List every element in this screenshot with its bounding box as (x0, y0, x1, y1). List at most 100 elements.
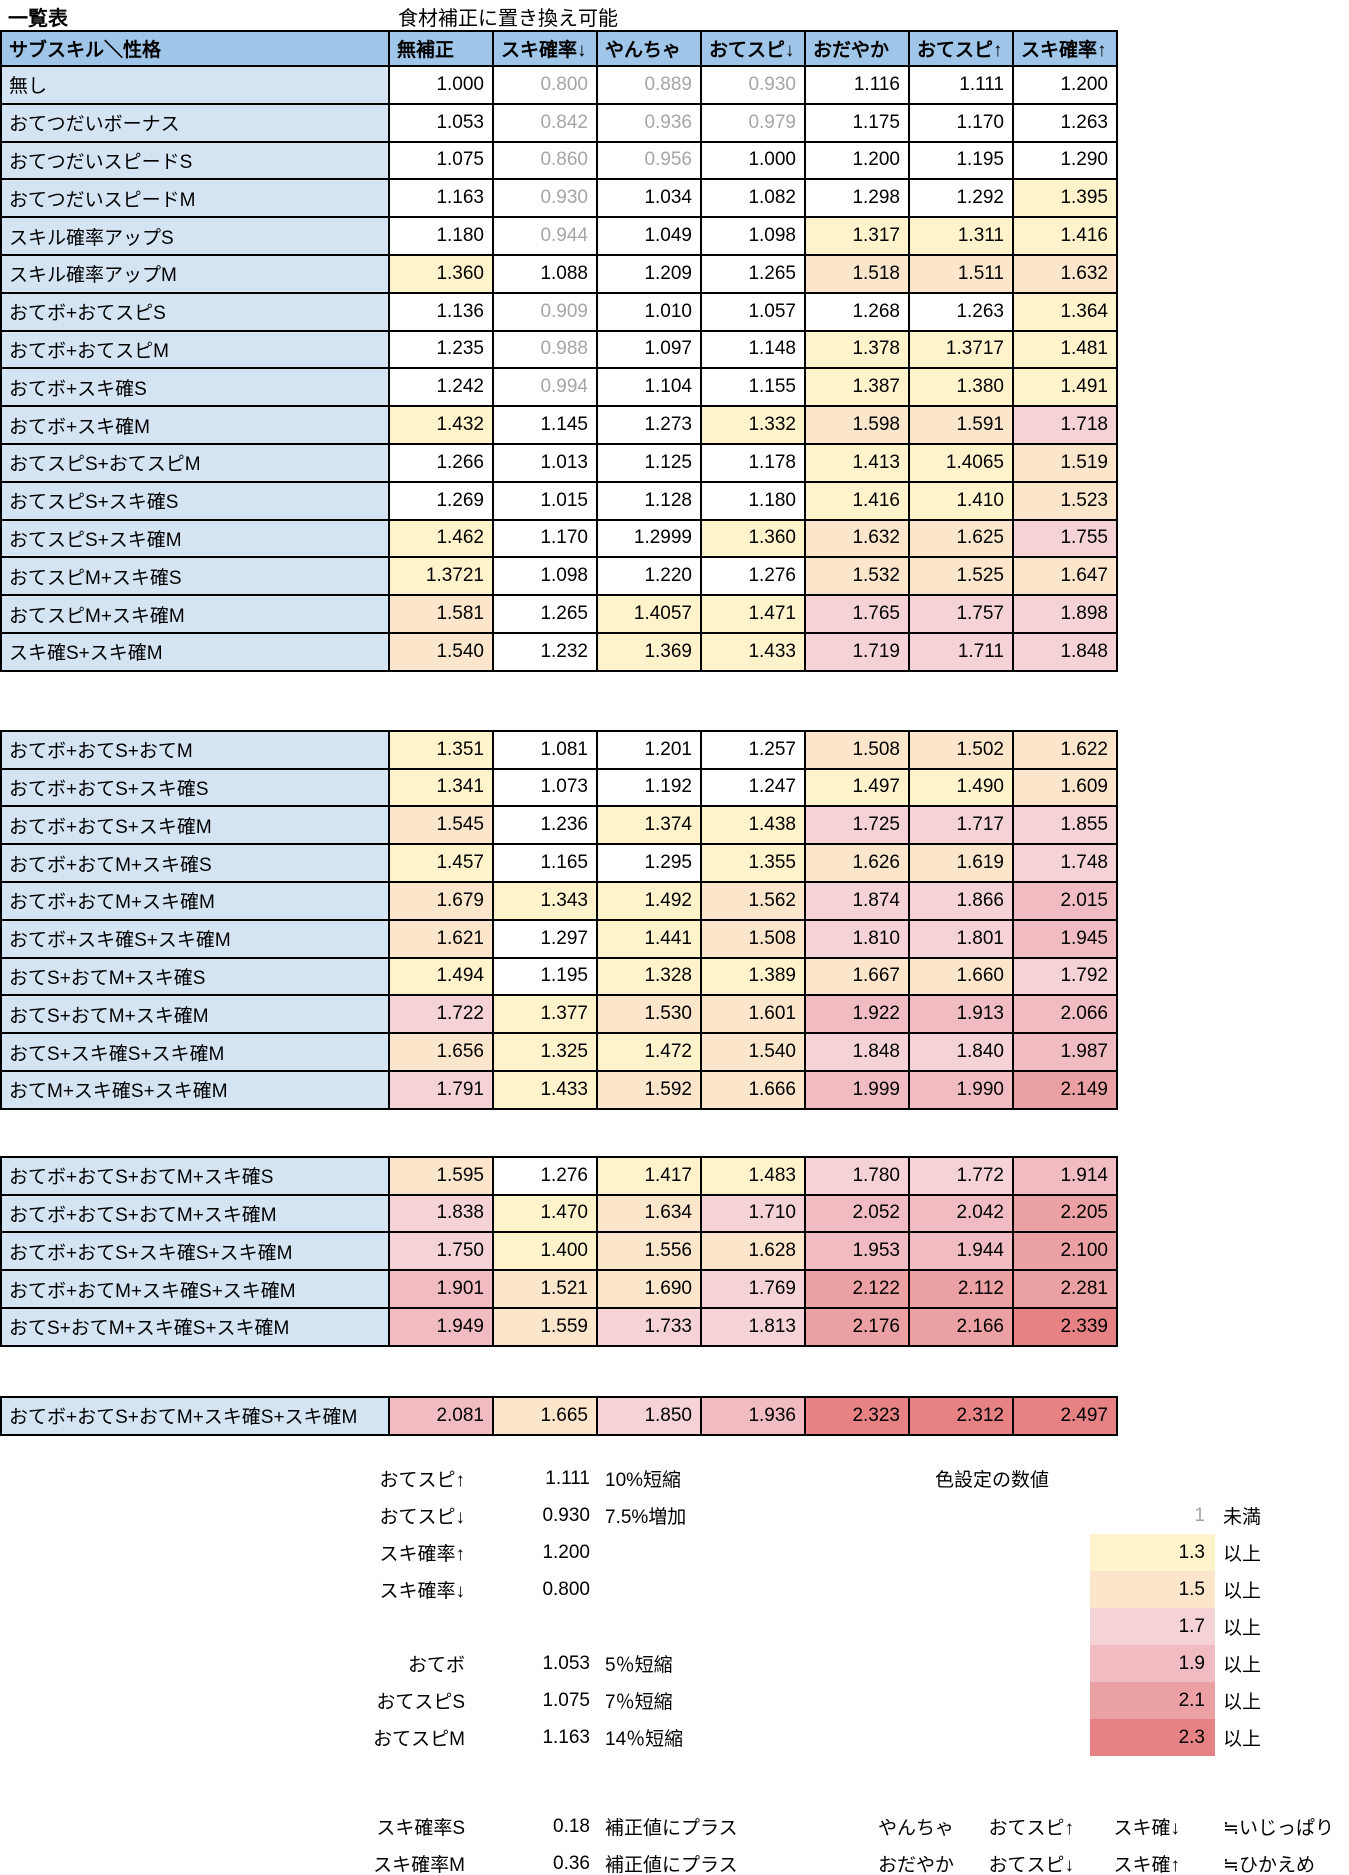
value-cell[interactable]: 1.104 (598, 369, 702, 408)
value-cell[interactable]: 1.472 (598, 1034, 702, 1072)
row-label-cell[interactable]: おてボ+おてS+おてM+スキ確S (0, 1157, 390, 1196)
value-cell[interactable]: 1.987 (1014, 1034, 1118, 1072)
nature-note-cell[interactable]: スキ確↑ (1113, 1855, 1180, 1875)
value-cell[interactable]: 1.490 (910, 769, 1014, 808)
value-cell[interactable]: 1.416 (1014, 218, 1118, 256)
column-header-cell[interactable]: おてスピ↓ (702, 32, 806, 67)
value-cell[interactable]: 1.257 (702, 731, 806, 770)
value-cell[interactable]: 2.100 (1014, 1233, 1118, 1272)
row-label-cell[interactable]: スキル確率アップS (0, 218, 390, 256)
value-cell[interactable]: 1.247 (702, 769, 806, 808)
value-cell[interactable]: 1.178 (702, 444, 806, 483)
value-cell[interactable]: 1.772 (910, 1157, 1014, 1196)
value-cell[interactable]: 1.378 (806, 331, 910, 370)
value-cell[interactable]: 0.936 (598, 104, 702, 143)
value-cell[interactable]: 1.632 (806, 520, 910, 559)
value-cell[interactable]: 1.595 (390, 1157, 494, 1196)
value-cell[interactable]: 1.010 (598, 293, 702, 332)
nature-note-cell[interactable]: スキ確↓ (1113, 1818, 1180, 1839)
value-cell[interactable]: 1.581 (390, 596, 494, 634)
value-cell[interactable]: 1.013 (494, 444, 598, 483)
value-cell[interactable]: 1.757 (910, 596, 1014, 634)
value-cell[interactable]: 1.433 (494, 1071, 598, 1110)
value-cell[interactable]: 1.145 (494, 407, 598, 445)
legend-value[interactable]: 0.800 (542, 1578, 590, 1600)
value-cell[interactable]: 1.268 (806, 293, 910, 332)
value-cell[interactable]: 1.556 (598, 1233, 702, 1272)
value-cell[interactable]: 1.810 (806, 920, 910, 959)
value-cell[interactable]: 1.621 (390, 920, 494, 959)
value-cell[interactable]: 1.098 (494, 558, 598, 597)
color-legend-title[interactable]: 色設定の数値 (935, 1470, 1050, 1491)
legend-note[interactable]: 補正値にプラス (605, 1818, 738, 1839)
row-label-cell[interactable]: おてつだいスピードS (0, 142, 390, 181)
value-cell[interactable]: 1.922 (806, 996, 910, 1035)
value-cell[interactable]: 1.317 (806, 218, 910, 256)
value-cell[interactable]: 1.508 (702, 920, 806, 959)
color-legend-threshold-label[interactable]: 以上 (1223, 1692, 1262, 1713)
value-cell[interactable]: 1.364 (1014, 293, 1118, 332)
legend-value[interactable]: 0.18 (553, 1815, 590, 1837)
value-cell[interactable]: 1.647 (1014, 558, 1118, 597)
legend-value[interactable]: 0.36 (553, 1852, 590, 1874)
value-cell[interactable]: 1.295 (598, 845, 702, 883)
legend-label[interactable]: スキ確率M (373, 1855, 465, 1875)
value-cell[interactable]: 1.165 (494, 845, 598, 883)
value-cell[interactable]: 1.492 (598, 882, 702, 921)
value-cell[interactable]: 1.389 (702, 958, 806, 997)
legend-label[interactable]: おてスピ↓ (379, 1507, 465, 1528)
value-cell[interactable]: 1.088 (494, 255, 598, 294)
value-cell[interactable]: 1.360 (390, 255, 494, 294)
value-cell[interactable]: 1.755 (1014, 520, 1118, 559)
row-label-cell[interactable]: おてボ+おてM+スキ確M (0, 882, 390, 921)
legend-value[interactable]: 1.053 (542, 1652, 590, 1674)
subtitle-note[interactable]: 食材補正に置き換え可能 (398, 8, 618, 30)
value-cell[interactable]: 1.769 (702, 1271, 806, 1309)
row-label-cell[interactable]: おてつだいスピードM (0, 180, 390, 219)
value-cell[interactable]: 1.690 (598, 1271, 702, 1309)
value-cell[interactable]: 1.502 (910, 731, 1014, 770)
value-cell[interactable]: 1.410 (910, 482, 1014, 521)
row-label-cell[interactable]: おてボ+おてS+スキ確S (0, 769, 390, 808)
value-cell[interactable]: 1.000 (702, 142, 806, 181)
value-cell[interactable]: 1.838 (390, 1195, 494, 1234)
value-cell[interactable]: 1.170 (494, 520, 598, 559)
value-cell[interactable]: 1.374 (598, 807, 702, 846)
value-cell[interactable]: 1.201 (598, 731, 702, 770)
row-label-cell[interactable]: おてスピS+おてスピM (0, 444, 390, 483)
color-legend-threshold-label[interactable]: 未満 (1223, 1507, 1262, 1528)
color-legend-swatch[interactable]: 1.9 (1090, 1645, 1215, 1682)
value-cell[interactable]: 1.351 (390, 731, 494, 770)
value-cell[interactable]: 1.625 (910, 520, 1014, 559)
value-cell[interactable]: 1.155 (702, 369, 806, 408)
value-cell[interactable]: 1.667 (806, 958, 910, 997)
value-cell[interactable]: 1.719 (806, 633, 910, 672)
value-cell[interactable]: 2.052 (806, 1195, 910, 1234)
value-cell[interactable]: 2.122 (806, 1271, 910, 1309)
value-cell[interactable]: 1.949 (390, 1308, 494, 1347)
legend-note[interactable]: 7.5%増加 (605, 1507, 687, 1528)
value-cell[interactable]: 1.722 (390, 996, 494, 1035)
value-cell[interactable]: 1.163 (390, 180, 494, 219)
column-header-cell[interactable]: 無補正 (390, 32, 494, 67)
value-cell[interactable]: 2.015 (1014, 882, 1118, 921)
value-cell[interactable]: 1.195 (910, 142, 1014, 181)
value-cell[interactable]: 1.898 (1014, 596, 1118, 634)
value-cell[interactable]: 1.530 (598, 996, 702, 1035)
legend-label[interactable]: スキ確率↑ (379, 1544, 465, 1565)
value-cell[interactable]: 1.562 (702, 882, 806, 921)
legend-note[interactable]: 補正値にプラス (605, 1855, 738, 1875)
value-cell[interactable]: 1.441 (598, 920, 702, 959)
legend-label[interactable]: おてスピS (376, 1692, 465, 1713)
value-cell[interactable]: 1.098 (702, 218, 806, 256)
row-label-cell[interactable]: おてボ+おてM+スキ確S+スキ確M (0, 1271, 390, 1309)
legend-label[interactable]: スキ確率S (376, 1818, 465, 1839)
value-cell[interactable]: 1.3717 (910, 331, 1014, 370)
value-cell[interactable]: 1.711 (910, 633, 1014, 672)
nature-note-equivalent[interactable]: ≒いじっぱり (1223, 1818, 1334, 1839)
value-cell[interactable]: 2.176 (806, 1308, 910, 1347)
value-cell[interactable]: 1.311 (910, 218, 1014, 256)
value-cell[interactable]: 1.325 (494, 1034, 598, 1072)
value-cell[interactable]: 1.717 (910, 807, 1014, 846)
value-cell[interactable]: 1.748 (1014, 845, 1118, 883)
